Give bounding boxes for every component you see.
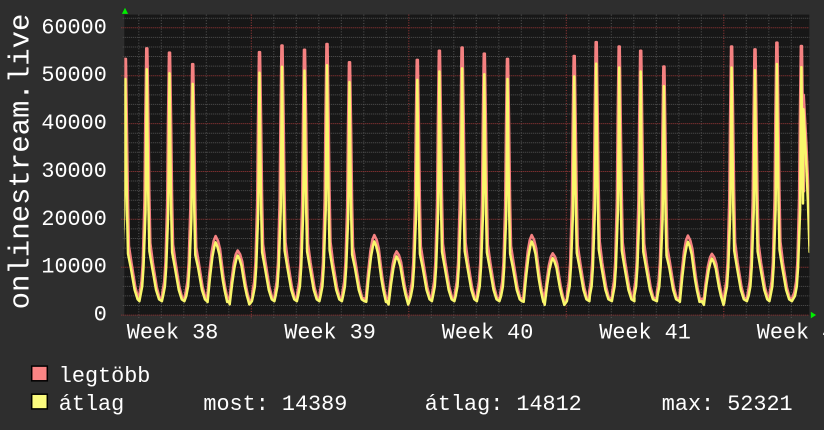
svg-text:Week 41: Week 41 (599, 321, 691, 346)
svg-text:0: 0 (94, 303, 107, 328)
svg-text:Week 39: Week 39 (284, 321, 376, 346)
svg-text:max: 52321: max: 52321 (662, 392, 793, 417)
svg-text:átlag: 14812: átlag: 14812 (425, 392, 582, 417)
svg-text:átlag: átlag (59, 392, 124, 417)
svg-text:30000: 30000 (41, 159, 106, 184)
svg-text:20000: 20000 (41, 207, 106, 232)
svg-text:60000: 60000 (41, 15, 106, 40)
svg-text:50000: 50000 (41, 63, 106, 88)
svg-text:most: 14389: most: 14389 (203, 392, 347, 417)
svg-text:10000: 10000 (41, 255, 106, 280)
svg-text:Week 38: Week 38 (127, 321, 219, 346)
svg-text:Week 42: Week 42 (757, 321, 824, 346)
svg-text:onlinestream.live: onlinestream.live (5, 14, 38, 310)
svg-text:40000: 40000 (41, 111, 106, 136)
svg-text:legtöbb: legtöbb (59, 364, 151, 389)
svg-text:Week 40: Week 40 (442, 321, 534, 346)
